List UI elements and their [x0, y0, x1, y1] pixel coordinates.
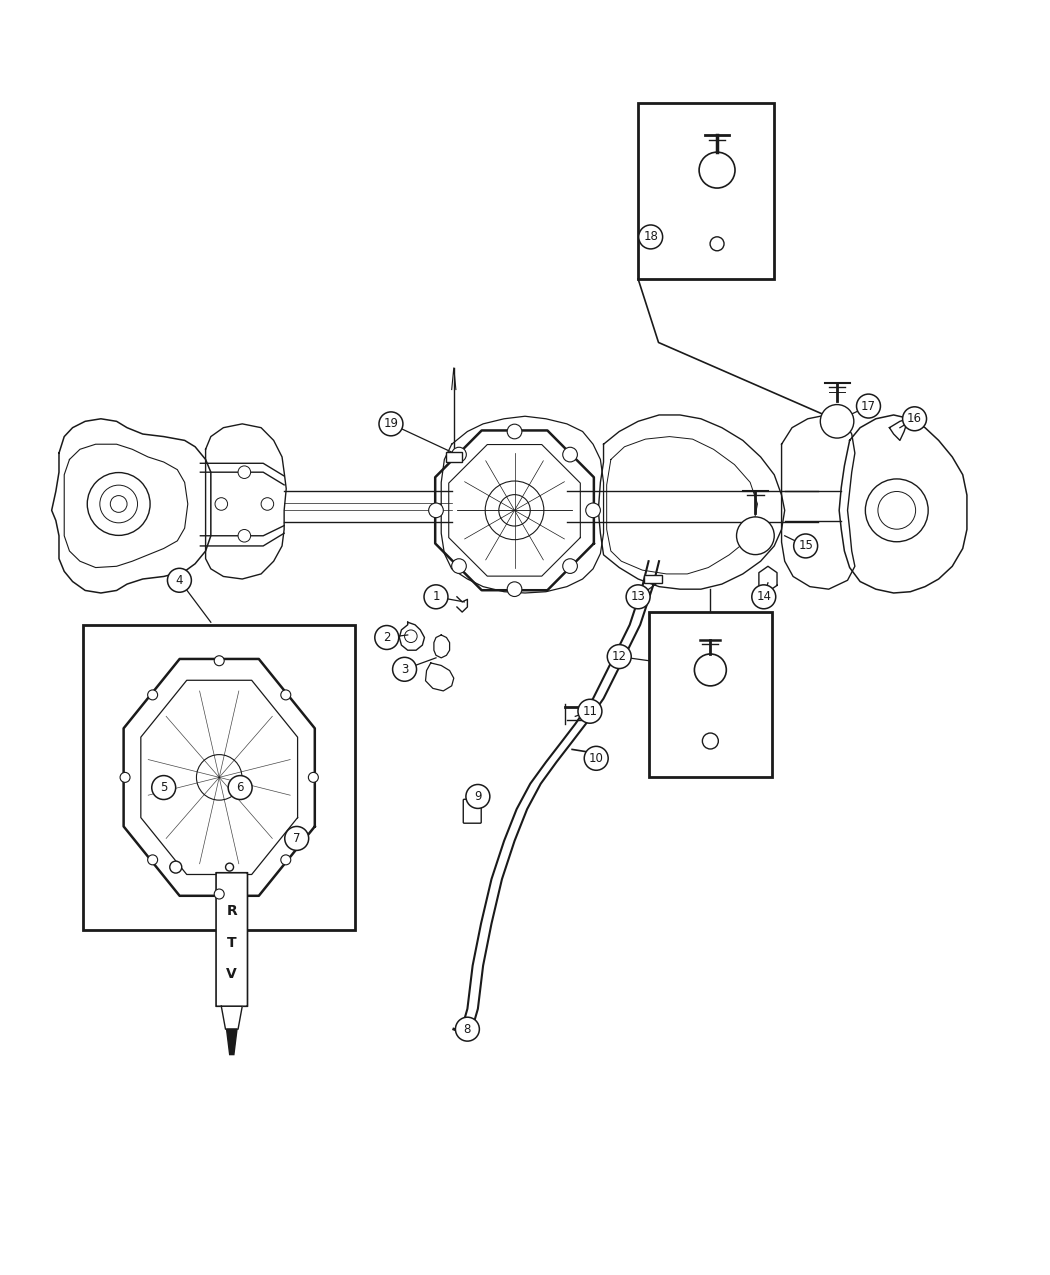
Circle shape [752, 585, 776, 608]
Text: 14: 14 [756, 590, 772, 603]
Bar [83, 625, 355, 929]
Circle shape [586, 504, 601, 518]
Circle shape [466, 784, 490, 808]
Circle shape [710, 237, 724, 251]
Text: 6: 6 [236, 782, 244, 794]
Text: V: V [227, 968, 237, 982]
Text: 10: 10 [589, 752, 604, 765]
Circle shape [393, 658, 417, 681]
Circle shape [563, 448, 578, 462]
FancyBboxPatch shape [216, 873, 248, 1006]
Text: 7: 7 [293, 831, 300, 845]
Circle shape [428, 504, 443, 518]
Bar [644, 575, 662, 583]
Text: 12: 12 [612, 650, 627, 663]
Circle shape [424, 585, 448, 608]
Text: 11: 11 [583, 705, 597, 718]
Polygon shape [222, 1006, 243, 1029]
Circle shape [238, 529, 251, 542]
Circle shape [736, 516, 774, 555]
Circle shape [261, 497, 274, 510]
Circle shape [694, 654, 727, 686]
Circle shape [379, 412, 403, 436]
Text: R: R [227, 904, 237, 918]
Text: 19: 19 [383, 417, 398, 431]
Polygon shape [227, 1029, 237, 1054]
Text: 13: 13 [631, 590, 646, 603]
Circle shape [148, 690, 158, 700]
Circle shape [607, 645, 631, 668]
Circle shape [507, 581, 522, 597]
Text: 16: 16 [907, 412, 922, 426]
Circle shape [214, 655, 225, 666]
Text: 3: 3 [401, 663, 408, 676]
Circle shape [820, 404, 854, 439]
Circle shape [226, 863, 233, 871]
Circle shape [280, 690, 291, 700]
Circle shape [309, 773, 318, 783]
Bar [638, 103, 774, 279]
Text: 1: 1 [433, 590, 440, 603]
Text: T: T [227, 936, 236, 950]
Circle shape [857, 394, 881, 418]
Circle shape [285, 826, 309, 850]
Circle shape [903, 407, 926, 431]
Text: 18: 18 [644, 231, 658, 244]
Circle shape [214, 889, 225, 899]
Circle shape [238, 465, 251, 478]
Text: 4: 4 [175, 574, 183, 586]
Circle shape [170, 861, 182, 873]
Circle shape [152, 775, 175, 799]
Circle shape [702, 733, 718, 748]
Circle shape [148, 854, 158, 864]
Text: 17: 17 [861, 399, 876, 413]
Circle shape [794, 534, 818, 558]
Circle shape [167, 569, 191, 593]
Text: 8: 8 [464, 1023, 471, 1035]
Circle shape [228, 775, 252, 799]
Bar [446, 451, 462, 462]
Text: 2: 2 [383, 631, 391, 644]
Circle shape [280, 854, 291, 864]
Circle shape [584, 746, 608, 770]
Circle shape [699, 152, 735, 187]
Circle shape [120, 773, 130, 783]
Circle shape [626, 585, 650, 608]
Circle shape [638, 224, 663, 249]
Text: 5: 5 [160, 782, 167, 794]
Circle shape [452, 448, 466, 462]
Circle shape [456, 1017, 480, 1042]
Circle shape [215, 497, 228, 510]
Circle shape [452, 558, 466, 574]
FancyBboxPatch shape [463, 799, 481, 824]
Text: 15: 15 [798, 539, 813, 552]
Bar [649, 612, 772, 778]
Text: 9: 9 [475, 790, 482, 803]
Circle shape [563, 558, 578, 574]
Circle shape [578, 699, 602, 723]
Circle shape [507, 425, 522, 439]
Circle shape [375, 626, 399, 649]
